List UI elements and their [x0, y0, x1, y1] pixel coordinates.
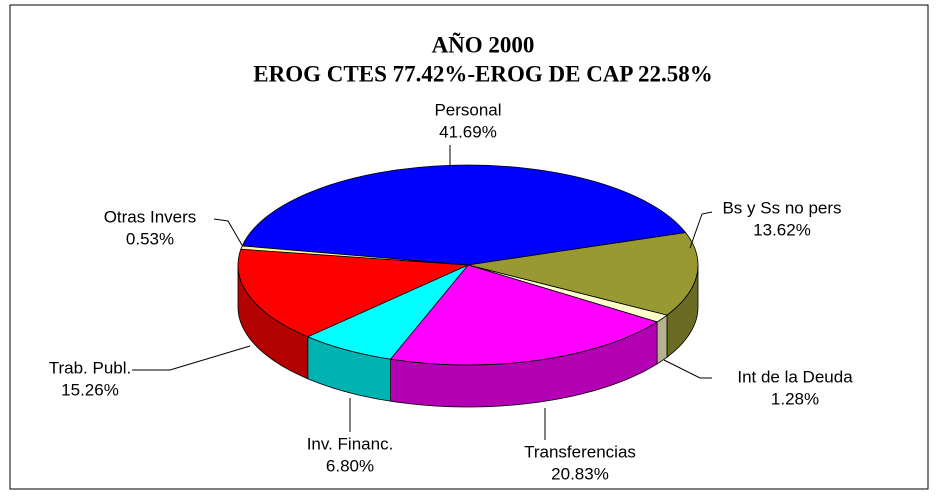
- data-label: 6.80%: [326, 456, 374, 475]
- data-label: 41.69%: [439, 122, 497, 141]
- data-label: 15.26%: [61, 380, 119, 399]
- slice-label: Personal: [434, 100, 501, 119]
- slice-label: Inv. Financ.: [307, 434, 394, 453]
- chart-subtitle: EROG CTES 77.42%-EROG DE CAP 22.58%: [253, 61, 712, 86]
- data-label: 13.62%: [753, 220, 811, 239]
- slice: [240, 245, 469, 266]
- slice-label: Trab. Publ.: [49, 358, 132, 377]
- slice: [467, 232, 699, 316]
- leader-line: [689, 211, 713, 249]
- slice-label: Otras Invers: [104, 207, 197, 226]
- data-label: 1.28%: [771, 389, 819, 408]
- chart-title: AÑO 2000: [432, 32, 535, 57]
- slice-label: Int de la Deuda: [737, 367, 853, 386]
- leader-line: [663, 359, 712, 379]
- slice-side: [656, 314, 668, 365]
- slice: [241, 164, 687, 266]
- data-label: 0.53%: [126, 229, 174, 248]
- slice-label: Bs y Ss no pers: [722, 198, 841, 217]
- slice: [237, 248, 469, 338]
- data-label: 20.83%: [551, 464, 609, 483]
- slice: [389, 264, 659, 366]
- leader-line: [213, 218, 243, 246]
- slice-label: Transferencias: [524, 442, 636, 461]
- leader-line: [132, 345, 251, 371]
